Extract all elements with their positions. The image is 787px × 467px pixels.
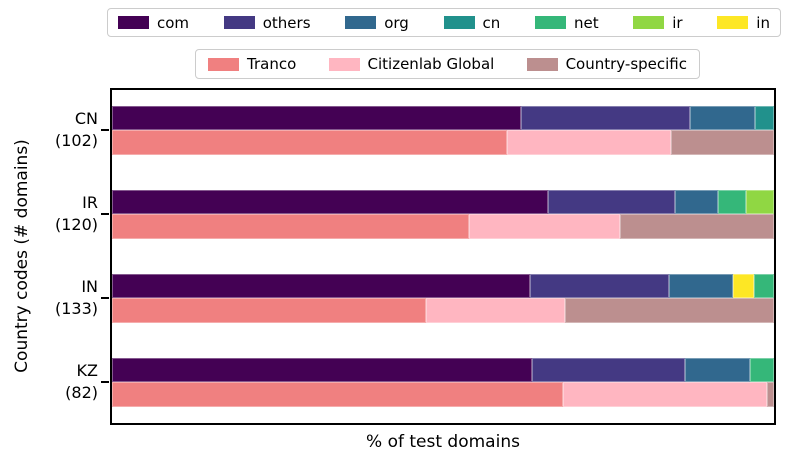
- ir-tld-bar: [112, 190, 774, 214]
- tld-legend-label: cn: [482, 13, 501, 32]
- tld-legend-item-others: others: [223, 13, 311, 32]
- source-legend-item-country-specific: Country-specific: [526, 55, 687, 73]
- in-source-segment-tranco: [112, 298, 426, 323]
- ir-source-segment-country-specific: [619, 214, 774, 239]
- in-tld-segment-com: [112, 274, 531, 298]
- tld-legend-item-net: net: [534, 13, 599, 32]
- source-legend-label: Tranco: [247, 55, 297, 73]
- tld-legend-label: com: [157, 13, 190, 32]
- kz-tld-bar: [112, 358, 774, 382]
- cn-tld-segment-org: [689, 106, 755, 130]
- ir-source-segment-citizenlab-global: [468, 214, 620, 239]
- in-tld-segment-others: [530, 274, 670, 298]
- cn-tld-segment-cn: [754, 106, 774, 130]
- ir-tld-segment-ir: [746, 190, 774, 214]
- plot-area: [110, 88, 776, 425]
- y-axis-title: Country codes (# domains): [12, 139, 32, 373]
- cn-tld-bar: [112, 106, 774, 130]
- country-code: IN: [81, 277, 98, 296]
- tld-swatch-com: [118, 16, 149, 29]
- domain-count: (102): [54, 131, 98, 150]
- cn-source-segment-citizenlab-global: [506, 130, 671, 155]
- ir-source-segment-tranco: [112, 214, 469, 239]
- tld-legend-label: in: [756, 13, 770, 32]
- kz-source-segment-country-specific: [766, 382, 774, 407]
- in-tld-segment-org: [669, 274, 733, 298]
- ir-tld-segment-com: [112, 190, 548, 214]
- in-tld-segment-in: [732, 274, 755, 298]
- cn-source-bar: [112, 130, 774, 155]
- country-code: KZ: [76, 361, 98, 380]
- tld-legend-label: net: [573, 13, 599, 32]
- kz-tld-segment-net: [750, 358, 774, 382]
- source-legend: Tranco Citizenlab Global Country-specific: [195, 49, 700, 79]
- source-legend-item-tranco: Tranco: [208, 55, 296, 73]
- y-tick-kz: [101, 381, 109, 383]
- domain-count: (82): [65, 383, 98, 402]
- tld-legend-item-ir: ir: [633, 13, 683, 32]
- tld-legend: com others org cn net ir in: [107, 8, 781, 37]
- y-tick-ir: [101, 213, 109, 215]
- source-swatch-citizenlab-global: [328, 57, 360, 71]
- y-tick-label-cn: CN (102): [0, 108, 98, 152]
- y-tick-label-kz: KZ (82): [0, 360, 98, 404]
- y-tick-label-ir: IR (120): [0, 192, 98, 236]
- domain-count: (133): [54, 299, 98, 318]
- tld-legend-item-com: com: [118, 14, 189, 32]
- tld-swatch-ir: [633, 16, 665, 29]
- in-tld-bar: [112, 274, 774, 298]
- country-code: IR: [82, 193, 98, 212]
- cn-source-segment-country-specific: [670, 130, 774, 155]
- tld-legend-label: org: [384, 13, 409, 32]
- kz-tld-segment-com: [112, 358, 532, 382]
- tld-legend-label: others: [262, 13, 311, 32]
- source-swatch-tranco: [208, 57, 239, 71]
- in-source-bar: [112, 298, 774, 323]
- domain-count: (120): [54, 215, 98, 234]
- ir-tld-segment-others: [547, 190, 675, 214]
- source-legend-label: Citizenlab Global: [367, 55, 495, 73]
- tld-legend-item-in: in: [717, 14, 770, 32]
- kz-source-segment-citizenlab-global: [563, 382, 767, 407]
- x-axis-title: % of test domains: [366, 432, 520, 452]
- y-tick-cn: [101, 129, 109, 131]
- tld-swatch-in: [717, 16, 749, 29]
- country-code: CN: [74, 109, 98, 128]
- tld-swatch-net: [534, 16, 566, 29]
- ir-tld-segment-org: [674, 190, 719, 214]
- ir-tld-segment-net: [718, 190, 747, 214]
- y-tick-in: [101, 297, 109, 299]
- kz-tld-segment-others: [531, 358, 685, 382]
- y-tick-label-in: IN (133): [0, 276, 98, 320]
- in-source-segment-country-specific: [564, 298, 774, 323]
- source-legend-label: Country-specific: [565, 55, 687, 73]
- cn-source-segment-tranco: [112, 130, 507, 155]
- tld-legend-item-org: org: [345, 14, 409, 32]
- source-swatch-country-specific: [526, 57, 558, 71]
- tld-legend-item-cn: cn: [443, 13, 501, 32]
- kz-source-segment-tranco: [112, 382, 564, 407]
- tld-swatch-org: [345, 16, 377, 29]
- tld-legend-label: ir: [672, 13, 683, 32]
- kz-source-bar: [112, 382, 774, 407]
- tld-swatch-others: [223, 16, 255, 29]
- ir-source-bar: [112, 214, 774, 239]
- cn-tld-segment-com: [112, 106, 522, 130]
- in-source-segment-citizenlab-global: [425, 298, 565, 323]
- kz-tld-segment-org: [684, 358, 751, 382]
- cn-tld-segment-others: [521, 106, 690, 130]
- source-legend-item-citizenlab-global: Citizenlab Global: [328, 55, 495, 73]
- in-tld-segment-net: [754, 274, 774, 298]
- tld-swatch-cn: [443, 16, 475, 29]
